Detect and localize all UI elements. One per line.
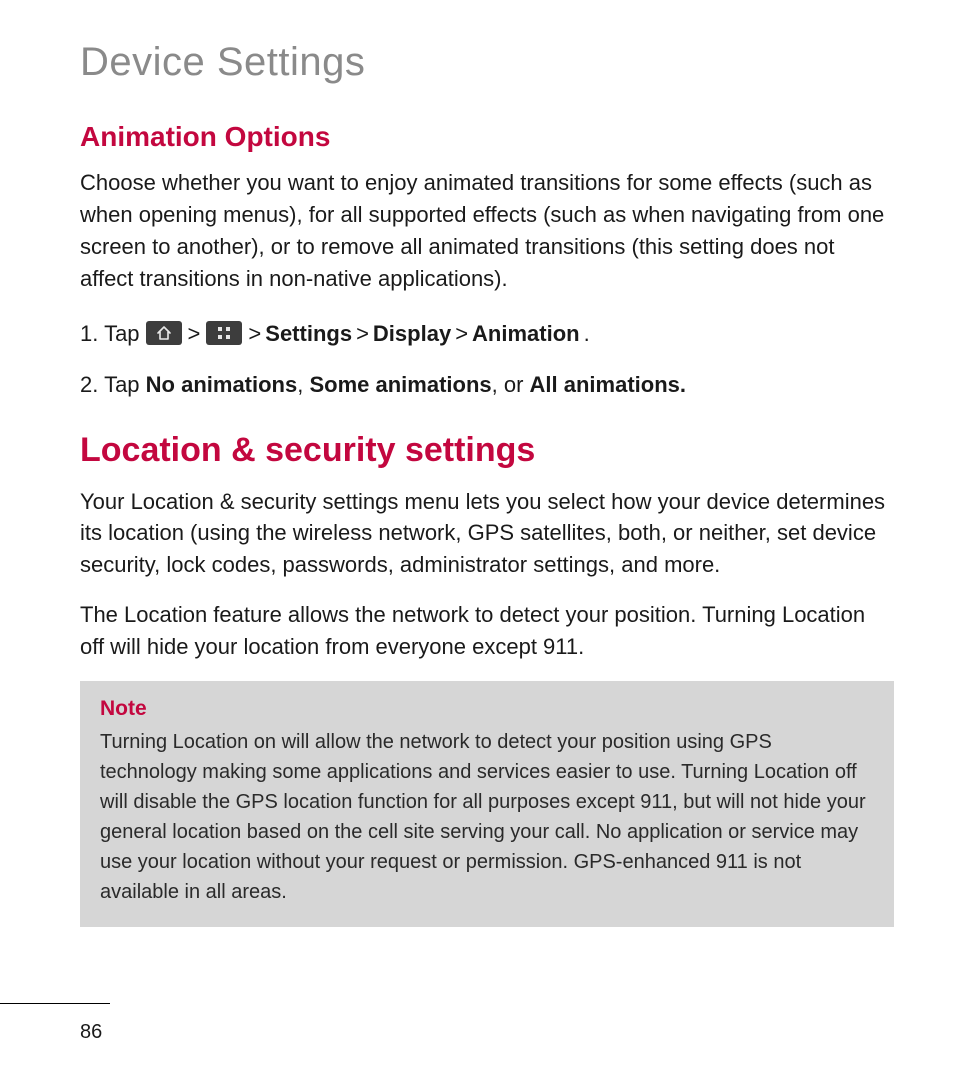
animation-step-1: 1. Tap > > Settings > Display > Animatio…: [80, 317, 894, 350]
page: Device Settings Animation Options Choose…: [0, 0, 954, 1074]
footer-rule: [0, 1003, 110, 1004]
step1-gt3: >: [356, 317, 369, 350]
step1-animation: Animation: [472, 317, 580, 350]
step1-period: .: [584, 317, 590, 350]
note-body: Turning Location on will allow the netwo…: [100, 727, 874, 907]
animation-intro-paragraph: Choose whether you want to enjoy animate…: [80, 167, 894, 295]
apps-icon: [206, 321, 242, 345]
page-number: 86: [80, 1021, 102, 1044]
animation-step-2: 2. Tap No animations, Some animations, o…: [80, 368, 894, 401]
step2-prefix: 2. Tap: [80, 372, 146, 397]
step2-opt2: Some animations: [309, 372, 491, 397]
location-para-1: Your Location & security settings menu l…: [80, 486, 894, 582]
step2-sep2: , or: [492, 372, 530, 397]
home-icon: [146, 321, 182, 345]
step2-opt1: No animations: [146, 372, 298, 397]
location-security-heading: Location & security settings: [80, 431, 894, 470]
location-para-2: The Location feature allows the network …: [80, 599, 894, 663]
note-title: Note: [100, 697, 874, 721]
page-title: Device Settings: [80, 40, 894, 85]
step1-gt1: >: [188, 317, 201, 350]
step1-gt4: >: [455, 317, 468, 350]
step1-prefix: 1. Tap: [80, 317, 140, 350]
step2-sep1: ,: [297, 372, 309, 397]
animation-options-heading: Animation Options: [80, 121, 894, 153]
step2-opt3: All animations.: [530, 372, 686, 397]
step1-gt2: >: [248, 317, 261, 350]
step1-settings: Settings: [265, 317, 352, 350]
note-box: Note Turning Location on will allow the …: [80, 681, 894, 927]
step1-display: Display: [373, 317, 451, 350]
